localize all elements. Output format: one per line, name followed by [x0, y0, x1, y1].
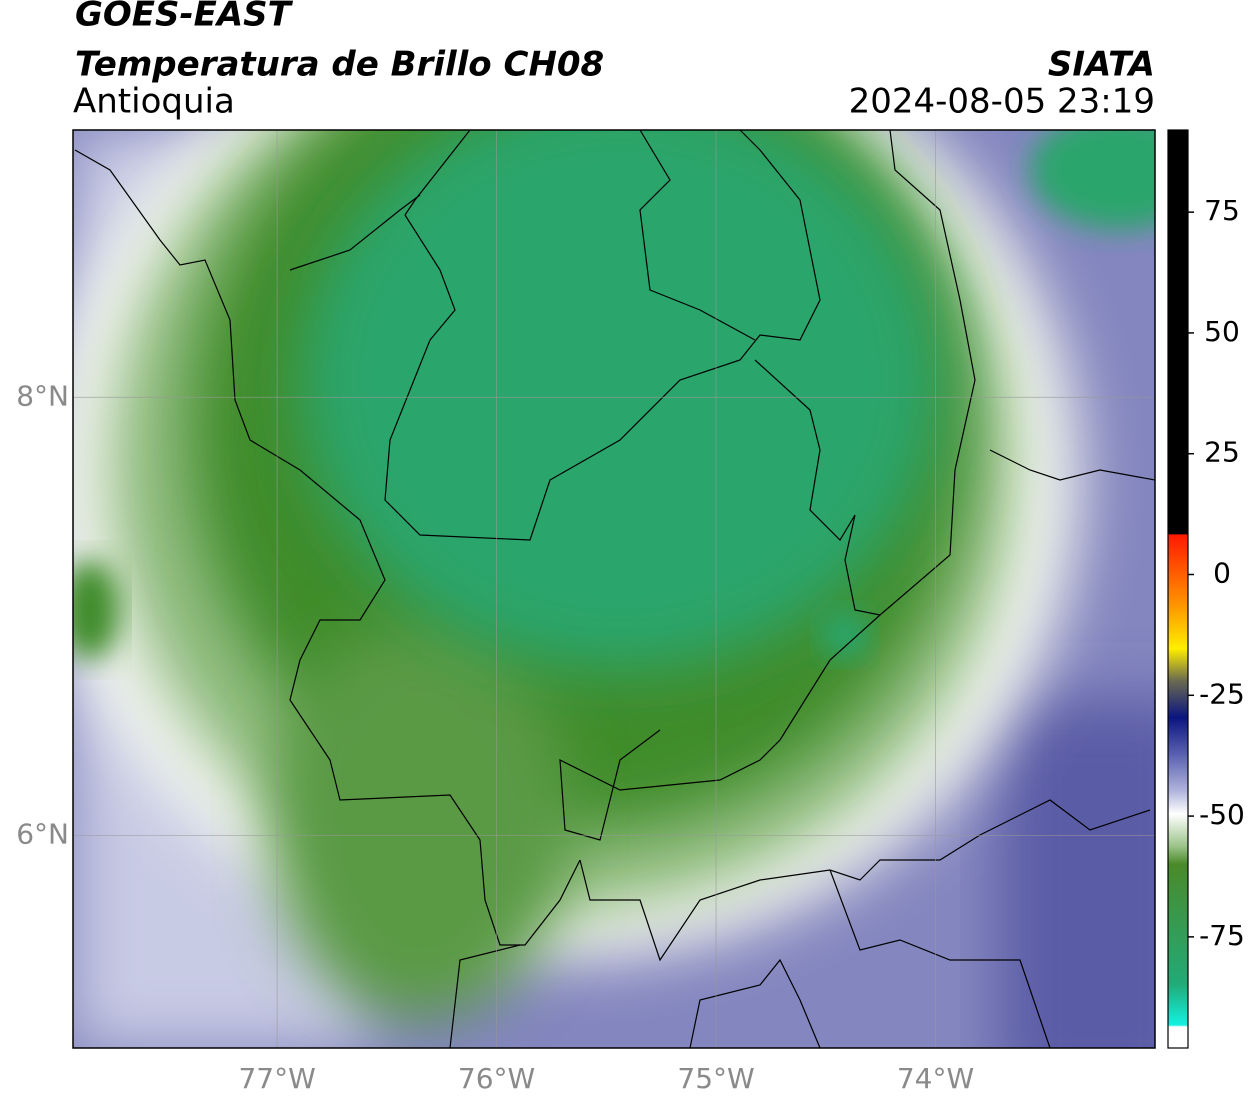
datetime-label: 2024-08-05 23:19 [849, 82, 1155, 122]
colorbar-tick-label: 75 [1204, 194, 1240, 227]
brightness-temperature-field [73, 130, 1155, 1048]
colorbar-tick-label: -75 [1199, 919, 1245, 952]
graticule [73, 130, 1155, 1048]
colorbar-tick-label: -50 [1199, 798, 1245, 831]
y-tick-label: 8°N [16, 379, 69, 412]
colorbar-tick-label: 50 [1204, 315, 1240, 348]
satellite-title: GOES-EAST [75, 0, 294, 35]
region-label: Antioquia [73, 82, 235, 122]
y-tick-label: 6°N [16, 817, 69, 850]
x-tick-label: 77°W [238, 1062, 315, 1095]
map-frame [72, 129, 1156, 1049]
x-tick-label: 74°W [897, 1062, 974, 1095]
x-tick-label: 75°W [677, 1062, 754, 1095]
product-title: Temperatura de Brillo CH08 [75, 45, 604, 85]
agency-label: SIATA [1048, 45, 1155, 85]
colorbar-tick-label: 25 [1204, 436, 1240, 469]
x-tick-label: 76°W [458, 1062, 535, 1095]
colorbar [1167, 129, 1189, 1049]
colorbar-tick-label: 0 [1213, 557, 1231, 590]
colorbar-tick-label: -25 [1199, 677, 1245, 710]
